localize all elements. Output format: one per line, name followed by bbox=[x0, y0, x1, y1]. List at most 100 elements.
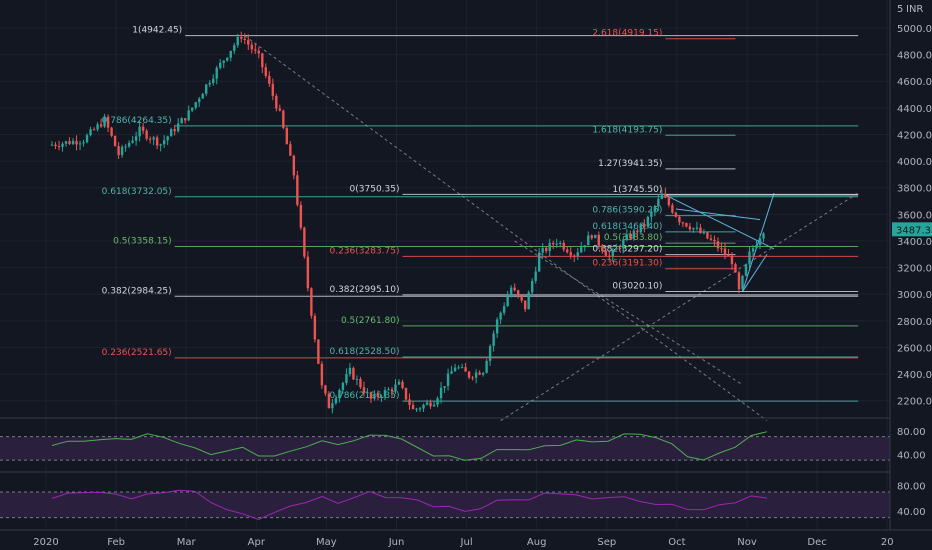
candle-body bbox=[355, 378, 359, 380]
candle-body bbox=[387, 389, 390, 391]
candle-body bbox=[166, 136, 169, 141]
candle-body bbox=[671, 205, 674, 213]
fib-level-label: 0.382(3297.20) bbox=[592, 245, 662, 255]
candle-body bbox=[436, 398, 439, 405]
candle-body bbox=[201, 93, 204, 99]
candle-body bbox=[485, 360, 488, 373]
candle-body bbox=[457, 367, 460, 369]
candle-body bbox=[758, 238, 762, 246]
candle-body bbox=[492, 333, 495, 347]
candle-body bbox=[604, 250, 607, 256]
candle-body bbox=[643, 224, 646, 227]
candle-body bbox=[96, 124, 99, 130]
y-tick-label: 4400.00 bbox=[897, 104, 932, 115]
candle-body bbox=[562, 242, 565, 250]
candle-body bbox=[411, 404, 415, 410]
candle-body bbox=[408, 399, 411, 405]
candle-body bbox=[236, 36, 239, 46]
candle-body bbox=[453, 367, 457, 372]
candle-body bbox=[222, 60, 225, 63]
candle-body bbox=[625, 234, 629, 240]
top-corner-glyph: 5 bbox=[897, 4, 903, 15]
candle-body bbox=[545, 247, 548, 252]
candle-body bbox=[653, 206, 657, 212]
candle-body bbox=[103, 116, 106, 127]
y-tick-label: 4600.00 bbox=[897, 77, 932, 88]
candle-body bbox=[727, 254, 730, 256]
y-tick-label: 2400.00 bbox=[897, 370, 932, 381]
candle-body bbox=[110, 127, 113, 136]
candle-body bbox=[597, 234, 600, 246]
candle-body bbox=[99, 124, 103, 127]
y-tick-label: 4200.00 bbox=[897, 130, 932, 141]
candle-body bbox=[629, 234, 632, 239]
candle-body bbox=[639, 224, 643, 233]
candle-body bbox=[183, 118, 187, 121]
candle-body bbox=[75, 140, 78, 145]
fib-level-label: 0.618(2528.50) bbox=[329, 347, 399, 357]
y-tick-label: 5000.00 bbox=[897, 24, 932, 35]
fib-level-label: 0(3020.10) bbox=[612, 282, 662, 292]
fib-level-label: 0.382(2995.10) bbox=[329, 285, 399, 295]
current-price-label: 3487.35 bbox=[896, 225, 932, 236]
candle-body bbox=[78, 143, 82, 145]
candle-body bbox=[250, 44, 253, 50]
fib-level-label: 0.618(3732.05) bbox=[102, 187, 172, 197]
candle-body bbox=[289, 144, 292, 156]
candle-body bbox=[261, 53, 264, 68]
candle-body bbox=[257, 50, 260, 54]
candle-body bbox=[373, 393, 376, 399]
y-tick-label: 4800.00 bbox=[897, 51, 932, 62]
candle-body bbox=[523, 300, 527, 310]
candle-body bbox=[443, 386, 446, 388]
candle-body bbox=[667, 197, 671, 206]
x-tick-label: Nov bbox=[737, 537, 757, 548]
y-tick-label: 2600.00 bbox=[897, 343, 932, 354]
candle-body bbox=[376, 393, 380, 398]
fib-level-label: 0.236(2521.65) bbox=[102, 348, 172, 358]
y-tick-label: 2800.00 bbox=[897, 317, 932, 328]
candle-body bbox=[254, 49, 257, 51]
candle-body bbox=[320, 363, 324, 386]
candle-body bbox=[555, 243, 558, 245]
candle-body bbox=[716, 241, 720, 249]
candle-body bbox=[268, 75, 271, 84]
candle-body bbox=[576, 252, 579, 257]
candle-body bbox=[64, 141, 68, 144]
fib-level-label: 0.236(3191.30) bbox=[592, 259, 662, 269]
current-price-tag-background bbox=[892, 222, 932, 237]
candle-body bbox=[310, 288, 313, 316]
rsi-pane bbox=[51, 431, 768, 461]
candle-body bbox=[117, 146, 120, 156]
candle-body bbox=[516, 290, 520, 296]
candle-body bbox=[303, 227, 306, 257]
candle-body bbox=[264, 67, 268, 76]
candle-body bbox=[89, 129, 92, 136]
x-tick-label: Feb bbox=[107, 537, 125, 548]
candle-body bbox=[527, 292, 530, 310]
candle-body bbox=[313, 315, 317, 340]
candle-body bbox=[240, 36, 243, 39]
y-tick-label: 3000.00 bbox=[897, 290, 932, 301]
fib-level-label: 0.618(3468.40) bbox=[592, 222, 662, 232]
candle-body bbox=[611, 249, 614, 257]
candle-body bbox=[695, 227, 699, 229]
candle-body bbox=[559, 242, 562, 244]
candle-body bbox=[650, 211, 653, 217]
candle-body bbox=[502, 306, 506, 313]
candle-body bbox=[741, 275, 744, 290]
candle-body bbox=[68, 141, 71, 145]
candle-body bbox=[345, 374, 348, 384]
candle-body bbox=[113, 135, 117, 147]
candle-body bbox=[194, 102, 197, 108]
candle-body bbox=[212, 78, 215, 84]
candle-body bbox=[247, 40, 250, 45]
candle-body bbox=[61, 143, 64, 147]
candle-body bbox=[751, 248, 755, 252]
candle-body bbox=[324, 385, 327, 394]
candle-body bbox=[534, 271, 537, 281]
candle-body bbox=[636, 230, 639, 233]
candle-body bbox=[674, 212, 678, 217]
